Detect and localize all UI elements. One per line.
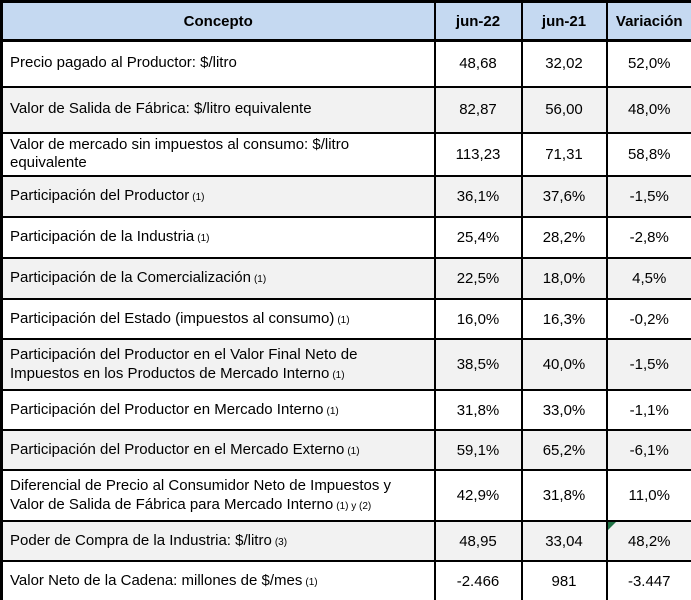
cell-jun21: 56,00 — [520, 85, 608, 134]
row-label-text: Valor de Salida de Fábrica: $/litro equi… — [10, 100, 312, 118]
footnote-marker: (1) — [253, 274, 267, 286]
footnote-marker: (1) — [347, 445, 360, 457]
cell-variacion: 48,2% — [605, 520, 691, 562]
column-header-jun22: jun-22 — [433, 0, 523, 42]
column-header-variacion: Variación — [605, 0, 691, 42]
footnote-marker: (1) — [337, 314, 350, 326]
row-label-text: Participación de la Comercialización — [10, 269, 251, 287]
cell-jun22: 59,1% — [433, 429, 523, 471]
row-label-text: Diferencial de Precio al Consumidor Neto… — [10, 476, 392, 513]
cell-jun22: 38,5% — [433, 338, 523, 391]
cell-variacion: -0,2% — [605, 298, 691, 340]
table-row: Participación de la Comercialización (1) … — [0, 257, 691, 300]
footnote-marker: (1) — [197, 233, 210, 245]
footnote-marker: (1) y (2) — [336, 500, 372, 512]
footnote-marker: (1) — [305, 576, 318, 588]
row-label: Valor de Salida de Fábrica: $/litro equi… — [0, 85, 436, 134]
row-label-text: Participación del Productor en el Mercad… — [10, 440, 345, 458]
cell-jun22: 82,87 — [433, 85, 523, 134]
footnote-marker: (3) — [274, 536, 288, 548]
cell-variacion: -2,8% — [605, 216, 691, 259]
row-label: Participación del Productor en Mercado I… — [0, 389, 436, 431]
column-header-jun21: jun-21 — [520, 0, 608, 42]
footnote-marker: (1) — [326, 405, 339, 417]
cell-jun21: 37,6% — [520, 175, 608, 218]
header-row: Concepto jun-22 jun-21 Variación — [0, 0, 691, 42]
cell-variacion-text: 48,2% — [627, 532, 671, 550]
row-label: Participación del Productor (1) — [0, 175, 436, 218]
row-label: Precio pagado al Productor: $/litro — [0, 39, 436, 88]
cell-jun21: 40,0% — [520, 338, 608, 391]
cell-jun21: 71,31 — [520, 131, 608, 177]
table-row: Poder de Compra de la Industria: $/litro… — [0, 520, 691, 562]
cell-variacion: -1,5% — [605, 175, 691, 218]
table-row: Valor Neto de la Cadena: millones de $/m… — [0, 560, 691, 600]
table-row: Participación del Productor (1) 36,1% 37,… — [0, 175, 691, 218]
row-label-text: Participación del Productor — [10, 187, 190, 205]
column-header-concepto: Concepto — [0, 0, 436, 42]
row-label-text: Participación del Productor en Mercado I… — [10, 400, 324, 418]
cell-jun22: 22,5% — [433, 257, 523, 300]
cell-jun22: 31,8% — [433, 389, 523, 431]
row-label: Participación del Productor en el Mercad… — [0, 429, 436, 471]
cell-jun21: 32,02 — [520, 39, 608, 88]
cell-jun21: 981 — [520, 560, 608, 600]
cell-jun22: 48,68 — [433, 39, 523, 88]
row-label: Diferencial de Precio al Consumidor Neto… — [0, 469, 436, 522]
cell-variacion: 11,0% — [605, 469, 691, 522]
row-label: Poder de Compra de la Industria: $/litro… — [0, 520, 436, 562]
row-label-text: Valor de mercado sin impuestos al consum… — [10, 135, 350, 172]
cell-variacion: -6,1% — [605, 429, 691, 471]
row-label: Participación de la Industria (1) — [0, 216, 436, 259]
table-row: Participación del Productor en el Valor … — [0, 338, 691, 391]
cell-jun21: 28,2% — [520, 216, 608, 259]
cell-jun21: 33,04 — [520, 520, 608, 562]
table-row: Precio pagado al Productor: $/litro 48,6… — [0, 39, 691, 88]
cell-jun22: 16,0% — [433, 298, 523, 340]
row-label: Participación de la Comercialización (1) — [0, 257, 436, 300]
cell-variacion: 58,8% — [605, 131, 691, 177]
cell-jun22: 36,1% — [433, 175, 523, 218]
table-row: Participación del Productor en Mercado I… — [0, 389, 691, 431]
cell-variacion: 52,0% — [605, 39, 691, 88]
table-row: Participación de la Industria (1) 25,4% 2… — [0, 216, 691, 259]
cell-jun21: 18,0% — [520, 257, 608, 300]
table-row: Participación del Estado (impuestos al c… — [0, 298, 691, 340]
table-row: Valor de Salida de Fábrica: $/litro equi… — [0, 85, 691, 134]
cell-jun21: 33,0% — [520, 389, 608, 431]
cell-error-marker-triangle — [608, 523, 616, 530]
row-label: Valor de mercado sin impuestos al consum… — [0, 131, 436, 177]
cell-jun21: 65,2% — [520, 429, 608, 471]
cell-jun22: 113,23 — [433, 131, 523, 177]
table-row: Diferencial de Precio al Consumidor Neto… — [0, 469, 691, 522]
row-label-text: Participación del Productor en el Valor … — [10, 345, 358, 382]
cell-jun22: 48,95 — [433, 520, 523, 562]
table-row: Valor de mercado sin impuestos al consum… — [0, 131, 691, 177]
table-row: Participación del Productor en el Mercad… — [0, 429, 691, 471]
cell-variacion: 48,0% — [605, 85, 691, 134]
cell-variacion: 4,5% — [605, 257, 691, 300]
cell-variacion: -1,1% — [605, 389, 691, 431]
row-label-text: Participación del Estado (impuestos al c… — [10, 309, 335, 327]
cell-jun22: 42,9% — [433, 469, 523, 522]
footnote-marker: (1) — [192, 192, 205, 204]
row-label-text: Valor Neto de la Cadena: millones de $/m… — [10, 571, 303, 589]
row-label: Participación del Estado (impuestos al c… — [0, 298, 436, 340]
cell-variacion: -1,5% — [605, 338, 691, 391]
cell-jun22: 25,4% — [433, 216, 523, 259]
cell-variacion: -3.447 — [605, 560, 691, 600]
row-label: Participación del Productor en el Valor … — [0, 338, 436, 391]
row-label-text: Participación de la Industria — [10, 228, 195, 246]
row-label: Valor Neto de la Cadena: millones de $/m… — [0, 560, 436, 600]
row-label-text: Precio pagado al Productor: $/litro — [10, 54, 237, 72]
cell-jun21: 31,8% — [520, 469, 608, 522]
cell-jun21: 16,3% — [520, 298, 608, 340]
cell-jun22: -2.466 — [433, 560, 523, 600]
footnote-marker: (1) — [332, 369, 345, 381]
row-label-text: Poder de Compra de la Industria: $/litro — [10, 531, 272, 549]
